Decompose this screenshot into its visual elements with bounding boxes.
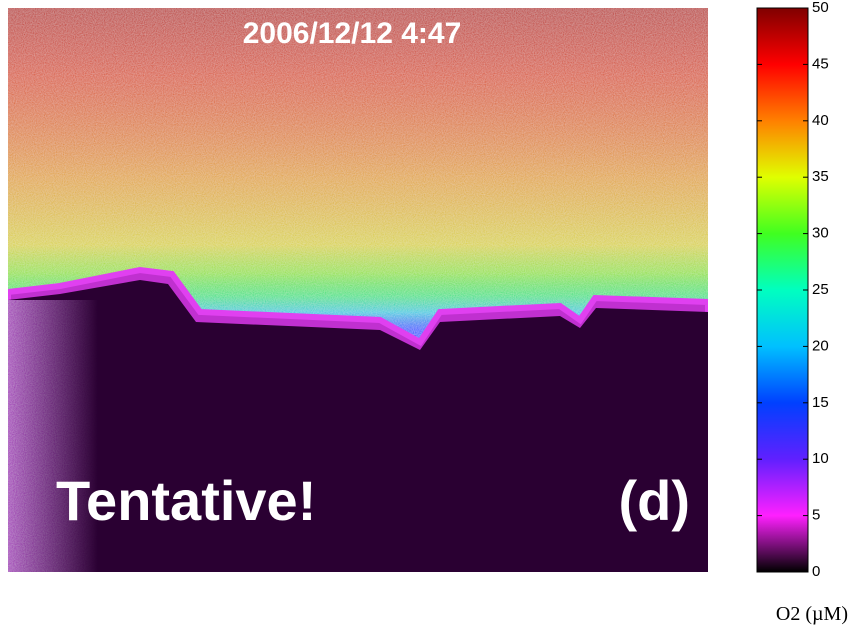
tentative-label: Tentative! (56, 469, 316, 532)
tick-label: 5 (812, 507, 820, 524)
tick-label: 15 (812, 394, 829, 411)
tick-label: 30 (812, 225, 829, 242)
tick-label: 45 (812, 55, 829, 72)
tick-label: 25 (812, 281, 829, 298)
tick-label: 0 (812, 563, 820, 580)
tick-label: 20 (812, 337, 829, 354)
tick-label: 35 (812, 168, 829, 185)
oxygen-image: 2006/12/12 4:47 Tentative! (d) (8, 8, 708, 572)
colorbar-label: O2 (µM) (776, 603, 848, 625)
tick-label: 10 (812, 450, 829, 467)
timestamp: 2006/12/12 4:47 (243, 17, 462, 50)
colorbar (756, 7, 809, 573)
tick-label: 50 (812, 0, 829, 16)
tick-label: 40 (812, 112, 829, 129)
panel-label: (d) (618, 469, 690, 532)
